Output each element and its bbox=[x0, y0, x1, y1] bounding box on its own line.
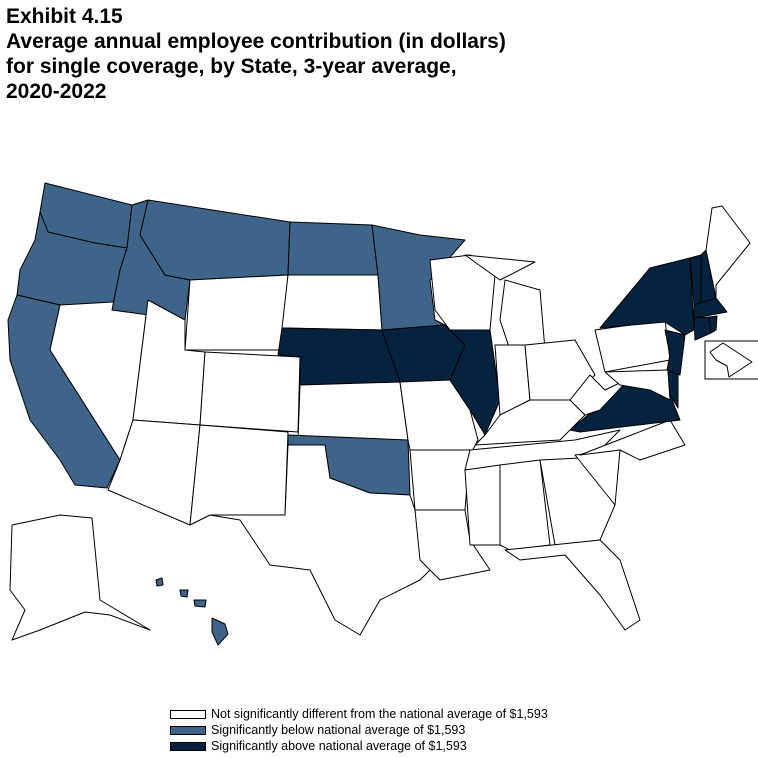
state-MS bbox=[464, 464, 501, 546]
state-DC bbox=[709, 342, 753, 378]
state-NJ bbox=[664, 329, 686, 376]
state-HI bbox=[155, 577, 229, 646]
legend-swatch bbox=[170, 741, 206, 751]
state-WY bbox=[184, 274, 289, 351]
legend-item-not-different: Not significantly different from the nat… bbox=[170, 706, 548, 722]
state-MI bbox=[499, 279, 546, 351]
state-SD bbox=[281, 274, 383, 331]
state-AR bbox=[409, 449, 471, 511]
legend-item-above: Significantly above national average of … bbox=[170, 738, 548, 754]
state-MN bbox=[371, 224, 466, 331]
state-NM bbox=[189, 424, 289, 526]
title-line-2: for single coverage, by State, 3-year av… bbox=[6, 55, 457, 78]
state-FL bbox=[504, 539, 641, 631]
state-AZ bbox=[107, 419, 201, 526]
title-line-1: Average annual employee contribution (in… bbox=[6, 30, 506, 53]
state-MD bbox=[604, 369, 671, 401]
state-TX bbox=[209, 444, 431, 636]
state-IL bbox=[449, 329, 501, 436]
state-NC bbox=[579, 419, 686, 461]
legend: Not significantly different from the nat… bbox=[170, 706, 548, 754]
chart-title: Exhibit 4.15 Average annual employee con… bbox=[6, 4, 506, 104]
state-KS bbox=[297, 381, 409, 441]
state-CO bbox=[199, 351, 301, 433]
legend-swatch bbox=[170, 709, 206, 719]
dc-inset-box bbox=[704, 340, 758, 380]
state-GA bbox=[539, 457, 616, 546]
legend-item-below: Significantly below national average of … bbox=[170, 722, 548, 738]
state-LA bbox=[414, 509, 491, 581]
state-ND bbox=[287, 221, 379, 276]
state-CT bbox=[693, 316, 712, 341]
exhibit-label: Exhibit 4.15 bbox=[6, 5, 123, 28]
legend-swatch bbox=[170, 725, 206, 735]
state-MA bbox=[693, 297, 728, 319]
state-MT bbox=[139, 199, 291, 281]
state-NY bbox=[599, 257, 695, 336]
title-line-3: 2020-2022 bbox=[6, 80, 107, 103]
state-MI-upper bbox=[464, 254, 536, 281]
state-AK bbox=[9, 514, 151, 641]
state-RI bbox=[708, 315, 718, 334]
